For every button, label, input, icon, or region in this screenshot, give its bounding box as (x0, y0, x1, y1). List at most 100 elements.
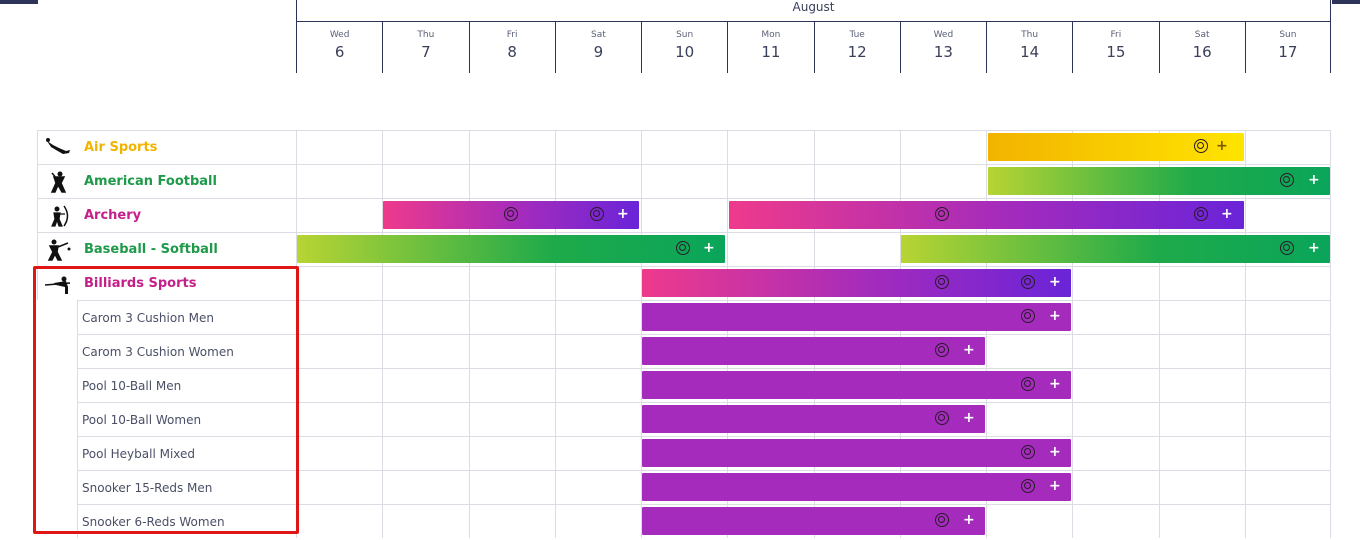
event-bar[interactable]: + (642, 371, 1071, 399)
expand-plus[interactable]: + (1308, 172, 1320, 188)
sport-row-baseball-softball[interactable]: Baseball - Softball + + (37, 232, 1332, 266)
expand-plus[interactable]: + (617, 206, 629, 222)
expand-plus[interactable]: + (963, 410, 975, 426)
day-cell (1158, 334, 1245, 368)
day-cell (727, 130, 814, 164)
expand-plus[interactable]: + (1049, 478, 1061, 494)
sport-label[interactable]: Archery (37, 198, 297, 232)
sport-name: American Football (84, 174, 217, 189)
medal-icon (1021, 445, 1035, 459)
expand-plus[interactable]: + (1049, 376, 1061, 392)
event-row[interactable]: Snooker 15-Reds Men + (37, 470, 1332, 504)
event-bar[interactable]: + (297, 235, 725, 263)
day-cell (1244, 266, 1331, 300)
day-cell (1072, 402, 1159, 436)
day-cell (813, 164, 900, 198)
event-row[interactable]: Pool Heyball Mixed + (37, 436, 1332, 470)
day-cell (641, 164, 728, 198)
expand-plus[interactable]: + (1308, 240, 1320, 256)
day-cell (641, 334, 728, 368)
day-cell (296, 368, 383, 402)
event-bar[interactable]: + (642, 439, 1071, 467)
medal-icon (935, 207, 949, 221)
sport-row-billiards-sports[interactable]: Billiards Sports + (37, 266, 1332, 300)
day-header: Thu 7 (382, 22, 468, 73)
event-bar[interactable]: + (642, 269, 1071, 297)
day-cell (1244, 504, 1331, 538)
sport-name: Billiards Sports (84, 276, 197, 291)
day-cell (1244, 334, 1331, 368)
day-header: Fri 8 (468, 22, 555, 73)
sport-label[interactable]: Air Sports (37, 130, 297, 164)
event-name: Snooker 15-Reds Men (82, 481, 213, 495)
expand-plus[interactable]: + (1049, 308, 1061, 324)
day-cell (296, 300, 383, 334)
expand-plus[interactable]: + (1049, 444, 1061, 460)
day-cell (554, 164, 641, 198)
event-bar[interactable]: + (642, 405, 985, 433)
right-edge-tab (1332, 0, 1360, 4)
event-label[interactable]: Carom 3 Cushion Men (77, 300, 297, 334)
sport-label[interactable]: Baseball - Softball (37, 232, 297, 266)
event-row[interactable]: Pool 10-Ball Men + (37, 368, 1332, 402)
event-row[interactable]: Snooker 6-Reds Women + (37, 504, 1332, 538)
event-bar[interactable]: + (642, 473, 1071, 501)
day-cell (554, 470, 641, 504)
event-bar[interactable]: + (729, 201, 1244, 229)
event-row[interactable]: Pool 10-Ball Women + (37, 402, 1332, 436)
sport-label[interactable]: American Football (37, 164, 297, 198)
day-cell (296, 130, 383, 164)
sport-row-air-sports[interactable]: Air Sports + (37, 130, 1332, 164)
day-cell (382, 368, 469, 402)
expand-plus[interactable]: + (963, 342, 975, 358)
day-cell (1158, 402, 1245, 436)
day-cell (1244, 130, 1331, 164)
day-header: Thu 14 (986, 22, 1072, 73)
expand-plus[interactable]: + (703, 240, 715, 256)
day-cell (468, 402, 555, 436)
day-cell (1158, 470, 1245, 504)
football-player-icon (50, 171, 67, 193)
day-cell (641, 266, 728, 300)
event-bar[interactable]: + (901, 235, 1330, 263)
event-bar[interactable]: + (642, 337, 985, 365)
event-bar[interactable]: + (383, 201, 639, 229)
day-cell (468, 164, 555, 198)
day-cell (554, 436, 641, 470)
event-row[interactable]: Carom 3 Cushion Women + (37, 334, 1332, 368)
event-label[interactable]: Pool 10-Ball Women (77, 402, 297, 436)
event-bar[interactable]: + (642, 507, 985, 535)
day-cell (468, 266, 555, 300)
event-name: Pool Heyball Mixed (82, 447, 196, 461)
schedule-grid: Air Sports + American Football + Archery… (37, 130, 1332, 540)
medal-icon (1021, 309, 1035, 323)
day-cell (468, 504, 555, 538)
expand-plus[interactable]: + (1049, 274, 1061, 290)
left-edge-tab (0, 0, 38, 4)
medal-icon (676, 241, 690, 255)
day-cell (813, 130, 900, 164)
event-row[interactable]: Carom 3 Cushion Men + (37, 300, 1332, 334)
day-cell (296, 164, 383, 198)
event-label[interactable]: Snooker 6-Reds Women (77, 504, 297, 538)
expand-plus[interactable]: + (1216, 138, 1228, 154)
expand-plus[interactable]: + (1221, 206, 1233, 222)
day-cell (296, 334, 383, 368)
day-cell (1072, 436, 1159, 470)
day-cell (554, 504, 641, 538)
event-label[interactable]: Pool Heyball Mixed (77, 436, 297, 470)
sport-row-archery[interactable]: Archery + + (37, 198, 1332, 232)
day-cell (1244, 368, 1331, 402)
event-bar[interactable]: + (988, 167, 1330, 195)
archer-icon (51, 205, 69, 227)
event-label[interactable]: Pool 10-Ball Men (77, 368, 297, 402)
expand-plus[interactable]: + (963, 512, 975, 528)
sport-row-american-football[interactable]: American Football + (37, 164, 1332, 198)
day-cell (727, 164, 814, 198)
medal-icon (1280, 173, 1294, 187)
event-bar[interactable]: + (988, 133, 1244, 161)
event-bar[interactable]: + (642, 303, 1071, 331)
day-cell (641, 368, 728, 402)
event-label[interactable]: Snooker 15-Reds Men (77, 470, 297, 504)
event-label[interactable]: Carom 3 Cushion Women (77, 334, 297, 368)
